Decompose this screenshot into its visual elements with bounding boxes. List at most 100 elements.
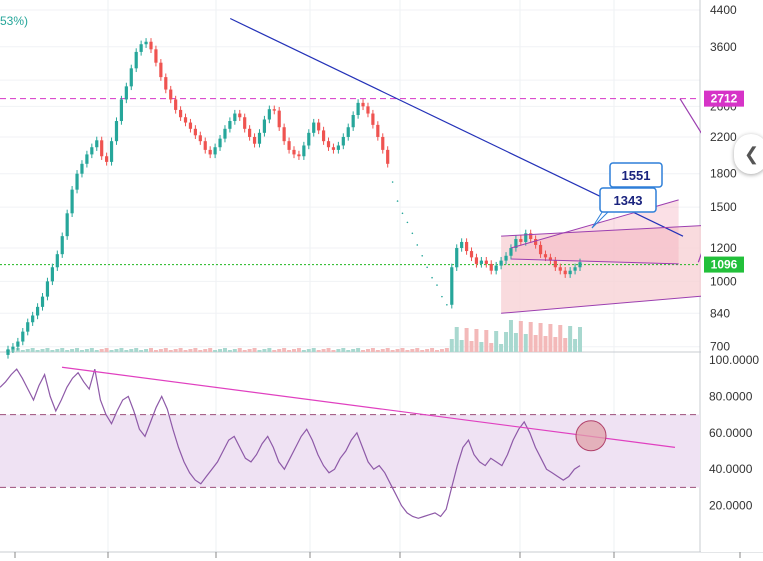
volume-bar	[267, 348, 272, 352]
volume-bar	[563, 338, 568, 352]
volume-bar	[158, 349, 163, 352]
candle-body	[543, 254, 548, 258]
price-tick-label: 700	[710, 340, 730, 354]
price-tag-label: 1096	[711, 258, 738, 272]
candle-body	[381, 136, 385, 150]
candle-body	[114, 121, 119, 142]
candle-body	[494, 265, 498, 271]
volume-bar	[144, 349, 149, 352]
candle-body	[124, 86, 128, 100]
candle-body	[55, 254, 59, 268]
candle-body	[144, 41, 148, 45]
dot-point	[391, 181, 394, 183]
candle-body	[292, 149, 296, 155]
candle-body	[218, 138, 222, 148]
rsi-tick-label: 40.0000	[709, 462, 753, 476]
price-tag-label: 2712	[711, 92, 738, 106]
candle-body	[548, 257, 553, 261]
volume-bar	[331, 350, 336, 352]
candle-body	[538, 244, 543, 255]
volume-bar	[444, 348, 449, 352]
price-tick-label: 840	[710, 306, 730, 320]
volume-bar	[356, 348, 361, 352]
candle-body	[213, 147, 217, 155]
volume-bar	[89, 348, 94, 352]
candle-body	[35, 306, 40, 316]
price-tags: 2712 1096	[704, 90, 744, 273]
dot-point	[421, 254, 424, 257]
volume-bar	[25, 349, 30, 352]
candle-body	[45, 281, 50, 297]
volume-bar	[410, 349, 415, 352]
volume-bar	[287, 350, 292, 352]
volume-bar	[518, 321, 523, 352]
volume-bar	[198, 350, 203, 352]
dot-point	[401, 212, 404, 215]
volume-bar	[459, 340, 464, 352]
candle-body	[455, 247, 459, 268]
volume-bar	[499, 344, 504, 352]
volume-bar	[60, 348, 65, 352]
volume-bar	[454, 327, 459, 352]
candle-body	[16, 341, 20, 347]
volume-bar	[139, 350, 144, 352]
volume-bar	[425, 349, 430, 352]
candle-body	[75, 173, 79, 190]
volume-bar	[79, 350, 84, 352]
chevron-left-icon[interactable]: ❮	[734, 134, 763, 174]
volume-bar	[395, 349, 400, 352]
wedge-fill	[510, 199, 679, 264]
candle-body	[514, 239, 518, 248]
dot-point	[426, 266, 428, 269]
candle-body	[11, 346, 15, 350]
volume-bar	[370, 348, 375, 352]
rsi-tick-label: 60.0000	[709, 426, 753, 440]
volume-bar	[262, 349, 267, 352]
candle-body	[31, 315, 35, 323]
volume-bar	[390, 350, 395, 352]
candle-body	[119, 99, 124, 122]
volume-bar	[296, 348, 301, 352]
volume-bar	[464, 328, 469, 352]
volume-bar	[400, 348, 405, 352]
volume-bar	[469, 341, 474, 352]
volume-bar	[341, 348, 346, 352]
candle-body	[257, 132, 262, 144]
candle-body	[129, 68, 133, 87]
candle-body	[326, 141, 331, 148]
volume-bar	[321, 349, 326, 352]
volume-bar	[385, 348, 390, 352]
price-volume	[6, 320, 582, 352]
candle-body	[534, 239, 538, 245]
candle-body	[169, 89, 173, 100]
candle-body	[287, 141, 291, 150]
volume-bar	[50, 350, 55, 352]
candle-body	[154, 49, 158, 63]
candle-body	[504, 255, 508, 261]
volume-bar	[361, 350, 366, 352]
volume-bar	[193, 348, 198, 352]
volume-bar	[316, 350, 321, 352]
rsi-panel	[0, 366, 700, 519]
dot-point	[416, 244, 419, 246]
candle-body	[277, 110, 281, 128]
volume-bar	[533, 335, 538, 352]
candle-body	[519, 239, 523, 242]
candle-body	[233, 113, 237, 122]
candle-body	[450, 267, 454, 305]
volume-bar	[538, 323, 543, 352]
price-tick-label: 1500	[710, 200, 737, 214]
volume-bar	[218, 349, 223, 352]
candle-body	[376, 124, 380, 137]
wedge-lower-line	[510, 258, 679, 265]
volume-bar	[35, 350, 40, 352]
volume-bar	[94, 350, 99, 352]
volume-bar	[129, 349, 134, 352]
candle-body	[578, 262, 582, 268]
volume-bar	[474, 329, 479, 352]
price-tick-label: 4400	[710, 3, 737, 17]
volume-bar	[203, 349, 208, 352]
candle-body	[460, 241, 464, 248]
volume-bar	[213, 350, 218, 352]
